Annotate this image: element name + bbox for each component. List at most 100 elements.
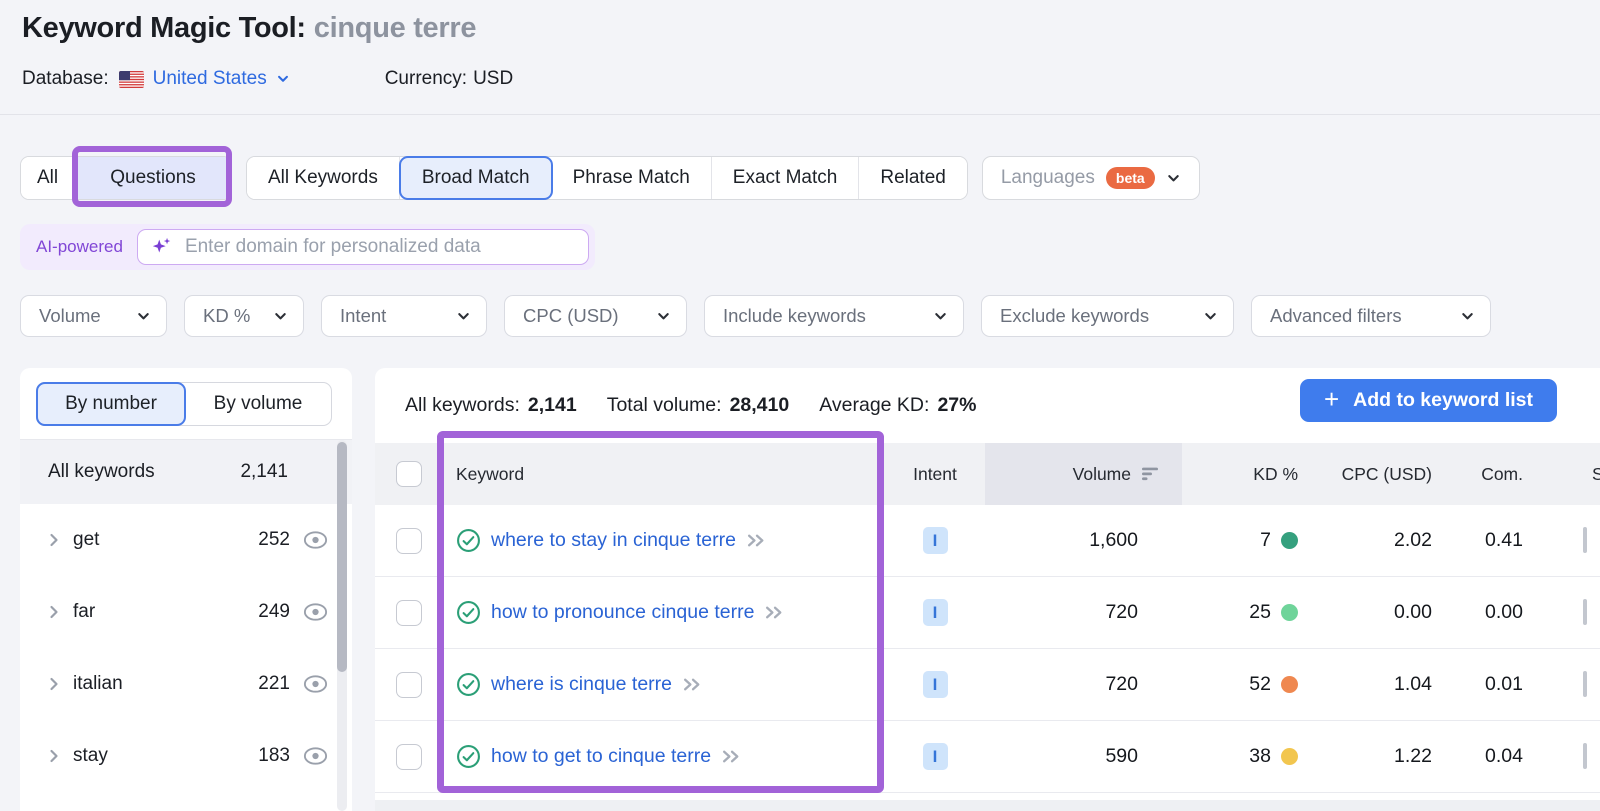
chevron-down-icon [456, 309, 471, 324]
tab-phrase-match[interactable]: Phrase Match [551, 157, 712, 199]
eye-icon[interactable] [303, 674, 328, 694]
kd-difficulty-dot [1281, 676, 1298, 693]
sidebar-item-all-keywords[interactable]: All keywords 2,141 [20, 440, 352, 504]
table-row: how to pronounce cinque terre I 720 25 0… [375, 577, 1600, 649]
serp-features-icon[interactable] [1583, 671, 1587, 697]
double-chevron-right-icon[interactable] [746, 532, 767, 549]
row-checkbox[interactable] [396, 527, 422, 554]
keyword-link[interactable]: where is cinque terre [491, 673, 673, 695]
eye-icon[interactable] [303, 746, 328, 766]
expand-chevron-right-icon[interactable] [46, 604, 62, 620]
double-chevron-right-icon[interactable] [721, 748, 742, 765]
kd-value: 52 [1249, 673, 1271, 695]
double-chevron-right-icon[interactable] [764, 604, 785, 621]
double-chevron-right-icon[interactable] [682, 676, 703, 693]
column-header-cpc[interactable]: CPC (USD) [1341, 463, 1432, 484]
expand-chevron-right-icon[interactable] [46, 532, 62, 548]
intent-badge[interactable]: I [922, 671, 948, 698]
table-row: where to stay in cinque terre I 1,600 7 … [375, 505, 1600, 577]
sidebar-scrollbar[interactable] [337, 440, 347, 811]
toggle-by-number[interactable]: By number [36, 382, 186, 426]
sidebar-group-list: get 252 far 249 italian 221 stay 183 [20, 504, 352, 792]
meta-row: Database: United States Currency: USD [22, 68, 513, 90]
sidebar-group-italian[interactable]: italian 221 [20, 648, 352, 720]
chevron-down-icon [1203, 309, 1218, 324]
toggle-by-volume[interactable]: By volume [213, 393, 303, 414]
plus-icon: + [1323, 384, 1340, 414]
sort-toggle: By number By volume [36, 382, 332, 426]
eye-icon[interactable] [303, 602, 328, 622]
languages-dropdown[interactable]: Languages beta [981, 156, 1200, 200]
kd-difficulty-dot [1281, 532, 1298, 549]
ai-powered-bar: AI-powered [20, 224, 595, 270]
tab-all[interactable]: All [21, 157, 75, 199]
sidebar-group-far[interactable]: far 249 [20, 576, 352, 648]
sidebar-group-get[interactable]: get 252 [20, 504, 352, 576]
expand-chevron-right-icon[interactable] [46, 676, 62, 692]
sparkles-icon [151, 236, 173, 258]
intent-badge[interactable]: I [922, 527, 948, 554]
table-header-row: Keyword Intent Volume KD % CPC (USD) Com… [375, 443, 1600, 505]
filter-exclude-keywords[interactable]: Exclude keywords [981, 295, 1234, 337]
serp-features-icon[interactable] [1583, 527, 1587, 553]
select-all-checkbox[interactable] [396, 461, 422, 487]
sidebar-group-stay[interactable]: stay 183 [20, 720, 352, 792]
check-circle-icon [456, 528, 481, 553]
header-divider [0, 114, 1600, 115]
column-header-kd[interactable]: KD % [1253, 463, 1298, 484]
tab-related[interactable]: Related [859, 157, 967, 199]
column-header-serp-partial[interactable]: S [1592, 463, 1600, 484]
row-checkbox[interactable] [396, 743, 422, 770]
column-header-intent[interactable]: Intent [913, 463, 957, 484]
table-body: where to stay in cinque terre I 1,600 7 … [375, 505, 1600, 793]
sidebar-scrollbar-thumb[interactable] [337, 442, 347, 672]
database-chevron-down-icon[interactable] [276, 72, 290, 86]
page-title: Keyword Magic Tool: cinque terre [22, 12, 476, 45]
tab-all-keywords[interactable]: All Keywords [247, 157, 400, 199]
keyword-groups-sidebar: By number By volume All keywords 2,141 g… [20, 368, 352, 811]
page-title-text: Keyword Magic Tool: [22, 12, 306, 44]
row-checkbox[interactable] [396, 671, 422, 698]
database-selector[interactable]: United States [152, 68, 267, 89]
intent-badge[interactable]: I [922, 743, 948, 770]
chevron-down-icon [1460, 309, 1475, 324]
keyword-link[interactable]: where to stay in cinque terre [491, 529, 736, 551]
column-header-volume[interactable]: Volume [985, 443, 1182, 505]
match-tab-group: All Keywords Broad Match Phrase Match Ex… [246, 156, 968, 200]
tab-broad-match[interactable]: Broad Match [398, 156, 553, 200]
column-header-com[interactable]: Com. [1481, 463, 1523, 484]
filter-cpc[interactable]: CPC (USD) [504, 295, 687, 337]
filter-intent[interactable]: Intent [321, 295, 487, 337]
filter-include-keywords[interactable]: Include keywords [704, 295, 964, 337]
filter-advanced[interactable]: Advanced filters [1251, 295, 1491, 337]
table-bottom-strip [375, 800, 1600, 811]
volume-value: 590 [1105, 745, 1138, 767]
stat-all-keywords: All keywords: 2,141 [405, 394, 577, 416]
row-checkbox[interactable] [396, 599, 422, 626]
domain-input[interactable] [182, 235, 575, 259]
column-header-keyword[interactable]: Keyword [456, 463, 525, 484]
add-to-keyword-list-button[interactable]: + Add to keyword list [1299, 379, 1557, 422]
volume-value: 1,600 [1089, 529, 1138, 551]
filters-row: Volume KD % Intent CPC (USD) Include key… [20, 295, 1491, 337]
serp-features-icon[interactable] [1583, 743, 1587, 769]
stat-average-kd: Average KD: 27% [819, 394, 977, 416]
intent-badge[interactable]: I [922, 599, 948, 626]
expand-chevron-right-icon[interactable] [46, 748, 62, 764]
stat-total-volume: Total volume: 28,410 [606, 394, 790, 416]
eye-icon[interactable] [303, 530, 328, 550]
filter-kd[interactable]: KD % [184, 295, 304, 337]
tabs-row: All Questions All Keywords Broad Match P… [20, 156, 1200, 200]
tab-exact-match[interactable]: Exact Match [711, 157, 860, 199]
beta-badge: beta [1105, 167, 1155, 189]
keyword-link[interactable]: how to pronounce cinque terre [491, 601, 755, 623]
check-circle-icon [456, 744, 481, 769]
tab-questions[interactable]: Questions [75, 157, 231, 199]
table-stats: All keywords: 2,141 Total volume: 28,410 A… [405, 368, 976, 443]
check-circle-icon [456, 600, 481, 625]
currency-info: Currency: USD [385, 68, 513, 90]
keyword-link[interactable]: how to get to cinque terre [491, 745, 712, 767]
filter-volume[interactable]: Volume [20, 295, 167, 337]
kd-value: 38 [1249, 745, 1271, 767]
serp-features-icon[interactable] [1583, 599, 1587, 625]
